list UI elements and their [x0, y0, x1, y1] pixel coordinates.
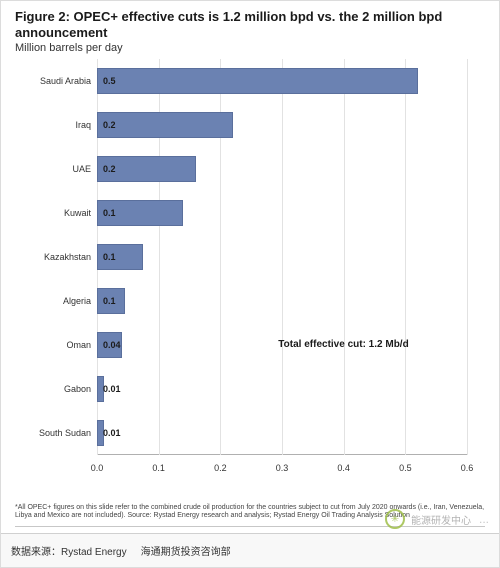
category-label: South Sudan: [25, 428, 91, 438]
bar: [97, 112, 233, 138]
chart-annotation: Total effective cut: 1.2 Mb/d: [278, 339, 408, 350]
category-label: Kazakhstan: [25, 252, 91, 262]
bar-value-label: 0.1: [103, 296, 116, 306]
category-label: Saudi Arabia: [25, 76, 91, 86]
x-tick-label: 0.0: [91, 463, 104, 473]
category-label: Gabon: [25, 384, 91, 394]
bar-value-label: 0.01: [103, 428, 121, 438]
x-tick-label: 0.6: [461, 463, 474, 473]
chart-area: 0.5 0.2 0.2 0.1 0.1 0.1 0.04 0.01 0.01 Total effe…: [25, 51, 477, 481]
source-label-1: 数据来源：Rystad Energy: [11, 543, 127, 558]
bar-value-label: 0.2: [103, 164, 116, 174]
figure-title: Figure 2: OPEC+ effective cuts is 1.2 mi…: [15, 9, 489, 40]
x-tick-label: 0.2: [214, 463, 227, 473]
x-tick-label: 0.3: [276, 463, 289, 473]
watermark: ✳ 能源研发中心 ...: [385, 509, 489, 529]
source-label-2: 海通期货投资咨询部: [141, 543, 231, 558]
x-tick-label: 0.4: [337, 463, 350, 473]
x-tick-label: 0.1: [152, 463, 165, 473]
title-block: Figure 2: OPEC+ effective cuts is 1.2 mi…: [1, 1, 499, 56]
category-label: Kuwait: [25, 208, 91, 218]
category-label: UAE: [25, 164, 91, 174]
bar-value-label: 0.2: [103, 120, 116, 130]
gridline: [405, 59, 406, 455]
x-tick-label: 0.5: [399, 463, 412, 473]
bar-value-label: 0.1: [103, 252, 116, 262]
category-label: Iraq: [25, 120, 91, 130]
bar-value-label: 0.04: [103, 340, 121, 350]
watermark-dots: ...: [479, 512, 489, 526]
wechat-icon: ✳: [385, 509, 405, 529]
bar-value-label: 0.1: [103, 208, 116, 218]
category-label: Algeria: [25, 296, 91, 306]
figure-container: Figure 2: OPEC+ effective cuts is 1.2 mi…: [0, 0, 500, 568]
bar-value-label: 0.5: [103, 76, 116, 86]
gridline: [344, 59, 345, 455]
plot-region: 0.5 0.2 0.2 0.1 0.1 0.1 0.04 0.01 0.01 Total effe…: [97, 59, 467, 455]
gridline: [282, 59, 283, 455]
bar: [97, 68, 418, 94]
source-row: 数据来源：Rystad Energy 海通期货投资咨询部: [1, 533, 499, 567]
gridline: [467, 59, 468, 455]
category-label: Oman: [25, 340, 91, 350]
bar-value-label: 0.01: [103, 384, 121, 394]
watermark-text: 能源研发中心: [411, 512, 471, 527]
